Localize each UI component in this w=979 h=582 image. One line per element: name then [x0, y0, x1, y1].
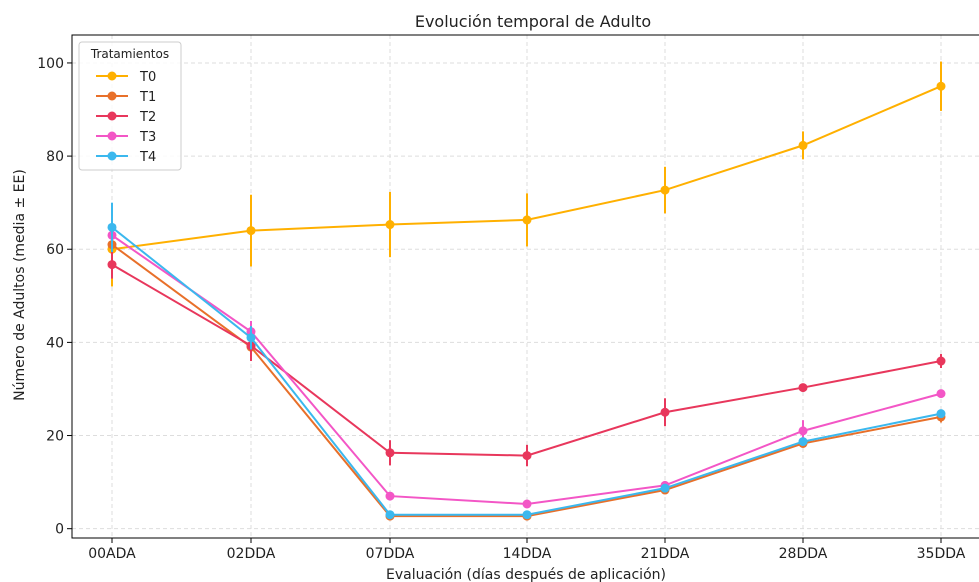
data-point: [107, 260, 117, 270]
data-point: [936, 356, 946, 366]
x-tick-label: 35DDA: [917, 546, 966, 562]
data-point: [798, 437, 808, 447]
y-tick-label: 20: [46, 429, 64, 445]
data-point: [522, 215, 532, 225]
series-T0: [107, 61, 946, 287]
data-point: [385, 491, 395, 501]
axes: 00ADA 02DDA 07DDA 14DDA 21DDA 28DDA 35DDA 0 20 40…: [37, 56, 966, 562]
legend-label: T4: [139, 150, 156, 165]
data-point: [798, 426, 808, 436]
data-point: [246, 333, 256, 343]
data-point: [936, 81, 946, 91]
data-point: [798, 140, 808, 150]
legend-title: Tratamientos: [90, 47, 169, 61]
data-point: [798, 383, 808, 393]
chart-title: Evolución temporal de Adulto: [415, 12, 651, 31]
plot-frame: [71, 34, 979, 539]
x-axis-label: Evaluación (días después de aplicación): [386, 567, 666, 582]
legend-label: T1: [139, 90, 156, 105]
legend: Tratamientos T0 T1 T2 T3 T4: [78, 41, 182, 171]
data-point: [385, 448, 395, 458]
data-point: [385, 510, 395, 520]
data-point: [107, 222, 117, 232]
legend-label: T0: [139, 70, 156, 85]
legend-box: [78, 41, 182, 171]
x-tick-label: 02DDA: [227, 546, 276, 562]
legend-swatch-marker: [107, 151, 117, 161]
y-axis-label: Número de Adultos (media ± EE): [12, 169, 28, 401]
data-point: [385, 220, 395, 230]
data-point: [936, 389, 946, 399]
data-point: [522, 451, 532, 461]
legend-label: T2: [139, 110, 156, 125]
x-tick-label: 14DDA: [503, 546, 552, 562]
x-tick-label: 07DDA: [366, 546, 415, 562]
x-tick-label: 28DDA: [779, 546, 828, 562]
legend-swatch-marker: [107, 91, 117, 101]
data-point: [936, 409, 946, 419]
series-T4: [107, 202, 946, 520]
y-tick-label: 100: [37, 56, 64, 72]
data-point: [660, 407, 670, 417]
legend-swatch-marker: [107, 71, 117, 81]
series-layer: [107, 61, 946, 521]
legend-swatch-marker: [107, 111, 117, 121]
x-tick-label: 21DDA: [641, 546, 690, 562]
y-tick-label: 40: [46, 335, 64, 351]
data-point: [522, 499, 532, 509]
data-point: [246, 226, 256, 236]
y-tick-label: 0: [55, 522, 64, 538]
data-point: [660, 185, 670, 195]
x-tick-label: 00ADA: [88, 546, 136, 562]
legend-label: T3: [139, 130, 156, 145]
y-tick-label: 60: [46, 242, 64, 258]
y-tick-label: 80: [46, 149, 64, 165]
legend-swatch-marker: [107, 131, 117, 141]
data-point: [522, 510, 532, 520]
data-point: [660, 483, 670, 493]
